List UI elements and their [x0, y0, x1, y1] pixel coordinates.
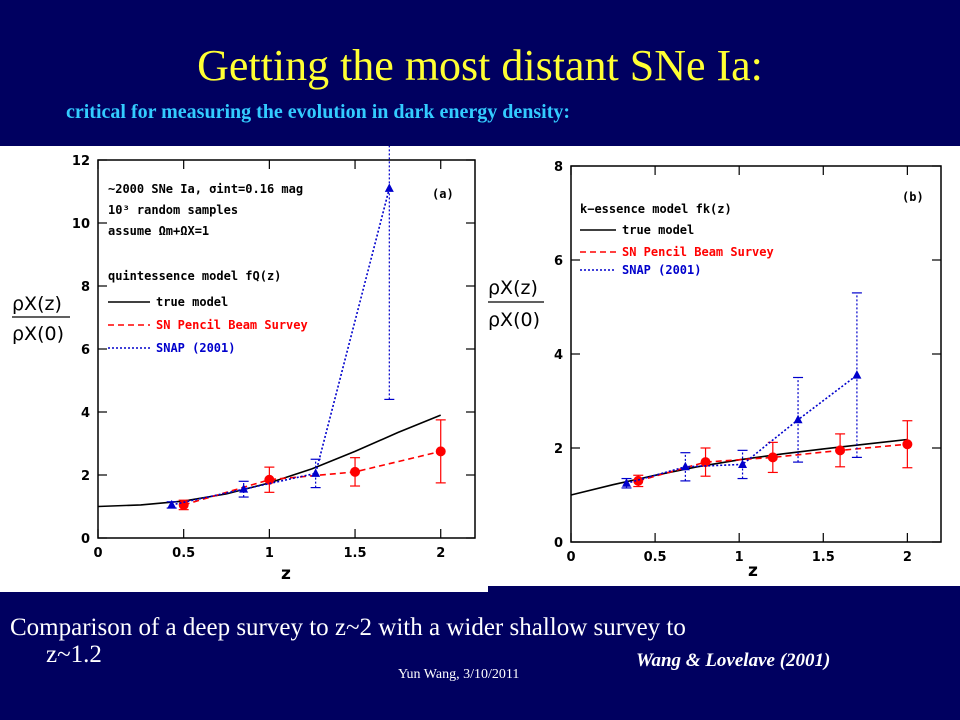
chart-b-xlabel: z [748, 561, 758, 581]
chart-b-plot: 0 0.5 1 1.5 2 0 2 4 6 8 [554, 160, 941, 565]
slide-title: Getting the most distant SNe Ia: [197, 41, 763, 90]
chart-b-xtick-label: 0 [566, 550, 575, 565]
chart-b-snap-point [793, 414, 803, 424]
chart-a-plot: 0 0.5 1 1.5 2 0 2 4 6 8 10 12 [72, 146, 475, 561]
chart-a-info-2: 10³ random samples [108, 203, 238, 217]
chart-b-snap-point [622, 478, 631, 487]
chart-b-pencil-beam-point [700, 457, 711, 468]
chart-a-pencil-beam-point [350, 466, 361, 477]
legend-b-true-label: true model [622, 223, 694, 237]
chart-b-xtick-label: 1 [735, 550, 744, 565]
chart-a-ylabel-den: ρX(0) [12, 323, 64, 345]
chart-a-pencil-beam-point [435, 446, 446, 457]
chart-b-pencil-beam-point [835, 445, 846, 456]
chart-panel-a: (a) ~2000 SNe Ia, σint=0.16 mag 10³ rand… [0, 146, 488, 592]
chart-b-ytick-label: 6 [554, 254, 563, 269]
chart-b-snap-point [738, 459, 748, 468]
chart-a-svg: (a) ~2000 SNe Ia, σint=0.16 mag 10³ rand… [12, 146, 476, 584]
chart-a-xtick-label: 0.5 [172, 546, 195, 561]
chart-a-ytick-label: 2 [81, 469, 90, 484]
chart-b-ylabel: ρX(z) ρX(0) [488, 277, 544, 331]
chart-a-ytick-label: 6 [81, 343, 90, 358]
chart-a-pencil-beam-point [178, 499, 189, 510]
chart-a-info-1: ~2000 SNe Ia, σint=0.16 mag [108, 182, 303, 196]
chart-b-pencil-beam-point [902, 439, 913, 450]
chart-b-xtick-label: 0.5 [644, 550, 667, 565]
chart-b-snap-point [852, 370, 862, 379]
chart-panel-b: (b) k−essence model fk(z) true model SN … [488, 146, 960, 586]
chart-b-ytick-label: 2 [554, 442, 563, 457]
slide-subtitle: critical for measuring the evolution in … [66, 101, 571, 123]
caption-line-1: Comparison of a deep survey to z~2 with … [10, 614, 686, 641]
chart-a-snap-point [311, 468, 321, 477]
chart-b-pencil-beam-point [767, 452, 778, 463]
chart-a-xtick-label: 2 [436, 546, 445, 561]
chart-b-xtick-label: 2 [903, 550, 912, 565]
legend-b-snap-label: SNAP (2001) [622, 263, 701, 277]
legend-a-snap-label: SNAP (2001) [156, 341, 235, 355]
caption: Comparison of a deep survey to z~2 with … [10, 614, 910, 668]
chart-a-ytick-label: 8 [81, 280, 90, 295]
footer: Yun Wang, 3/10/2011 [398, 667, 520, 682]
chart-a-series-snap-line [171, 188, 391, 506]
chart-a-ytick-label: 0 [81, 532, 90, 547]
chart-b-ytick-label: 8 [554, 160, 563, 175]
chart-a-xtick-label: 1 [265, 546, 274, 561]
chart-a-pencil-beam-point [264, 474, 275, 485]
chart-b-ylabel-num: ρX(z) [488, 277, 538, 299]
chart-a-snap-point [167, 499, 177, 509]
chart-a-xlabel: z [281, 564, 291, 584]
chart-a-xtick-label: 1.5 [344, 546, 367, 561]
caption-line-2: z~1.2 [46, 641, 102, 668]
citation: Wang & Lovelave (2001) [636, 650, 831, 671]
chart-a-snap-point [239, 484, 249, 493]
chart-b-snap-point [680, 461, 690, 471]
chart-b-series-snap-line [626, 374, 858, 485]
chart-a-ytick-label: 12 [72, 154, 90, 169]
chart-b-xtick-label: 1.5 [812, 550, 835, 565]
legend-a-true-label: true model [156, 295, 228, 309]
chart-a-ytick-label: 10 [72, 217, 90, 232]
chart-a-panel-label: (a) [432, 187, 454, 201]
chart-b-ytick-label: 0 [554, 536, 563, 551]
chart-a-info-3: assume Ωm+ΩX=1 [108, 224, 209, 238]
chart-b-ylabel-den: ρX(0) [488, 309, 540, 331]
chart-b-svg: (b) k−essence model fk(z) true model SN … [488, 160, 942, 581]
chart-b-ytick-label: 4 [554, 348, 563, 363]
chart-a-ylabel: ρX(z) ρX(0) [12, 293, 70, 345]
chart-a-ytick-label: 4 [81, 406, 90, 421]
legend-b-pencil-label: SN Pencil Beam Survey [622, 245, 774, 259]
chart-b-panel-label: (b) [902, 190, 924, 204]
legend-a-pencil-label: SN Pencil Beam Survey [156, 318, 308, 332]
chart-b-pencil-beam-point [633, 475, 644, 486]
chart-a-xtick-label: 0 [93, 546, 102, 561]
chart-b-model-label: k−essence model fk(z) [580, 202, 732, 216]
chart-a-model-label: quintessence model fQ(z) [108, 269, 281, 283]
chart-a-snap-point [384, 183, 394, 192]
chart-a-ylabel-num: ρX(z) [12, 293, 62, 315]
